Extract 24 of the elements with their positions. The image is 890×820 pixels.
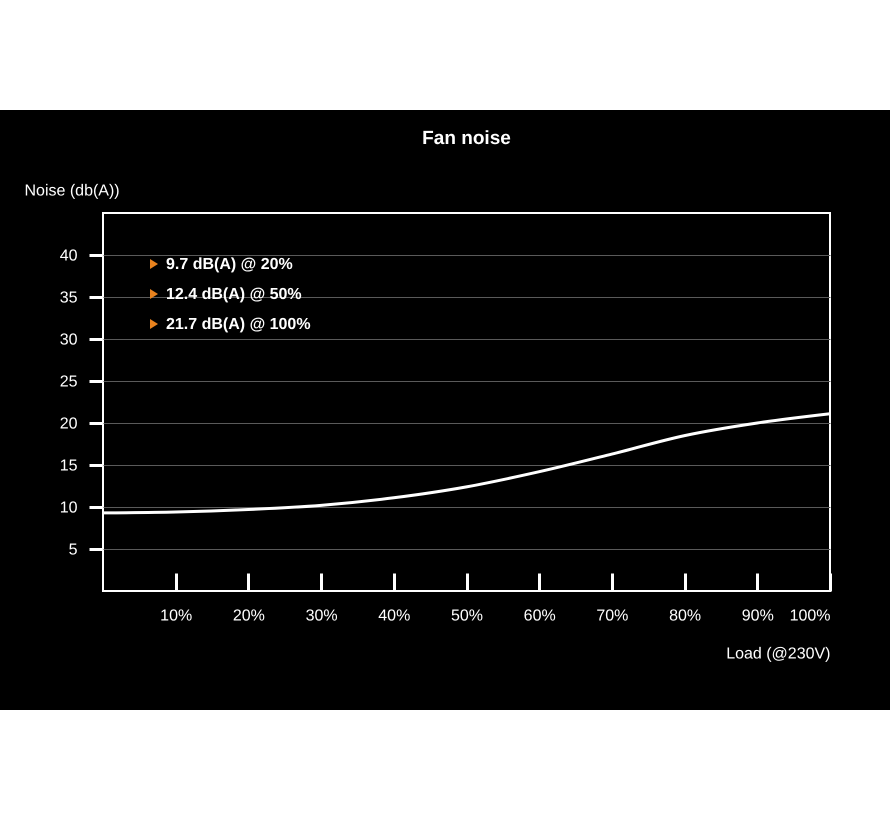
chart-title: Fan noise [422,128,511,149]
y-tick-label: 5 [68,542,78,558]
x-axis-title: Load (@230V) [726,646,830,662]
x-tick-label: 40% [378,608,410,624]
y-tick-label: 10 [60,500,78,516]
y-tick-label: 40 [60,248,78,264]
x-tick-label: 10% [160,608,192,624]
y-tick-label: 30 [60,332,78,348]
y-tick-label: 20 [60,416,78,432]
x-tick-label: 80% [669,608,702,624]
x-tick-label: 70% [596,608,628,624]
y-tick-label: 35 [60,290,78,306]
x-tick-label: 60% [524,608,556,624]
y-tick-label: 25 [60,374,78,390]
y-axis-title: Noise (db(A)) [24,182,120,200]
annotation: 21.7 dB(A) @ 100% [166,316,311,333]
annotation: 9.7 dB(A) @ 20% [166,256,293,273]
x-tick-label: 30% [306,608,338,624]
x-tick-label: 20% [232,608,265,624]
x-tick-label: 50% [450,608,484,624]
x-tick-label: 100% [790,608,830,624]
x-tick-label: 90% [742,608,774,624]
annotation: 12.4 dB(A) @ 50% [166,286,302,303]
y-tick-label: 15 [60,458,78,474]
